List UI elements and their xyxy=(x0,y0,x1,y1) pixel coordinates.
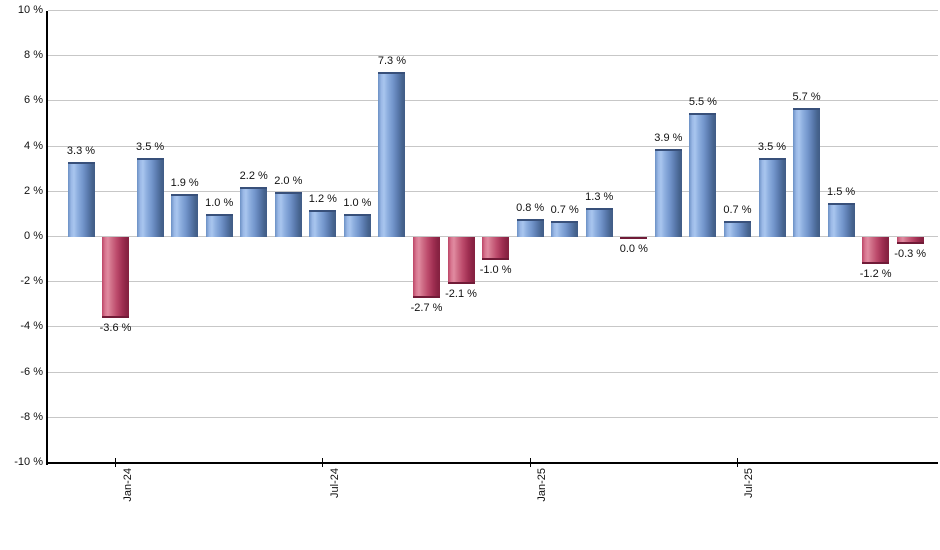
bar-value-label: 1.0 % xyxy=(343,197,372,209)
bar-positive xyxy=(723,221,751,237)
bar-negative xyxy=(447,237,475,284)
bar-positive xyxy=(585,208,613,237)
bar-negative xyxy=(620,237,648,239)
gridline xyxy=(48,10,938,11)
bar-value-label: 2.2 % xyxy=(239,170,268,182)
bar-positive xyxy=(343,214,371,237)
x-axis-label: Jul-25 xyxy=(743,468,756,498)
x-axis-tick xyxy=(115,458,117,467)
y-axis-label: 8 % xyxy=(24,49,43,62)
bar-value-label: 7.3 % xyxy=(377,55,407,67)
y-axis xyxy=(46,10,48,465)
y-axis-label: -10 % xyxy=(14,456,43,468)
bar-positive xyxy=(67,162,95,237)
bar-positive xyxy=(827,203,855,237)
bar-value-label: 1.3 % xyxy=(585,191,614,203)
bar-value-label: 2.0 % xyxy=(274,175,303,187)
bar-value-label: 0.8 % xyxy=(516,202,545,214)
x-axis-tick xyxy=(322,458,324,467)
y-axis-label: 2 % xyxy=(24,184,43,197)
bar-value-label: -1.2 % xyxy=(859,268,892,280)
gridline xyxy=(48,145,938,147)
bar-positive xyxy=(205,214,233,237)
bar-value-label: -1.0 % xyxy=(479,264,512,276)
bar-value-label: 5.7 % xyxy=(792,91,821,103)
bar-value-label: -0.3 % xyxy=(894,248,927,260)
gridline xyxy=(48,190,938,192)
bar-positive xyxy=(551,221,579,237)
bar-negative xyxy=(413,237,440,298)
bar-negative xyxy=(896,237,924,244)
bar-value-label: 0.7 % xyxy=(550,204,579,216)
bar-value-label: 0.7 % xyxy=(723,204,752,216)
bar-value-label: -2.1 % xyxy=(445,288,477,300)
bar-value-label: 1.5 % xyxy=(827,186,856,198)
x-axis-label: Jan-25 xyxy=(536,468,549,502)
bar-positive xyxy=(171,194,199,237)
x-axis-label: Jul-24 xyxy=(328,468,341,498)
gridline xyxy=(48,326,938,328)
bar-positive xyxy=(378,72,406,237)
bar-value-label: 1.0 % xyxy=(205,197,234,209)
bar-negative xyxy=(102,237,130,318)
gridline xyxy=(48,236,938,237)
gridline xyxy=(48,416,938,418)
bar-value-label: 1.9 % xyxy=(170,177,199,189)
gridline xyxy=(48,281,938,283)
bar-value-label: 0.0 % xyxy=(619,243,648,255)
y-axis-label: -2 % xyxy=(20,275,43,288)
bar-positive xyxy=(793,108,821,237)
y-axis-label: -4 % xyxy=(20,320,43,333)
x-axis-label: Jan-24 xyxy=(121,468,134,502)
gridline xyxy=(48,371,938,373)
bar-negative xyxy=(482,237,510,260)
bar-positive xyxy=(689,113,717,237)
bar-positive xyxy=(654,149,682,237)
bar-value-label: 3.5 % xyxy=(757,141,787,153)
gridline xyxy=(48,55,938,57)
bar-value-label: -2.7 % xyxy=(410,302,443,314)
bar-value-label: 1.2 % xyxy=(308,193,337,205)
bar-value-label: -3.6 % xyxy=(99,322,132,334)
y-axis-label: 10 % xyxy=(17,4,43,16)
y-axis-label: 0 % xyxy=(24,230,43,242)
x-axis-tick xyxy=(529,458,531,467)
y-axis-label: 4 % xyxy=(24,139,43,152)
bar-positive xyxy=(274,192,302,237)
bar-value-label: 5.5 % xyxy=(688,96,717,108)
bar-positive xyxy=(516,219,544,237)
bar-value-label: 3.5 % xyxy=(136,141,165,153)
y-axis-label: -8 % xyxy=(20,410,43,423)
x-axis-tick xyxy=(736,458,738,467)
bar-positive xyxy=(136,158,164,237)
x-axis xyxy=(46,461,938,464)
bar-value-label: 3.3 % xyxy=(66,145,96,157)
bar-negative xyxy=(862,237,890,264)
bar-positive xyxy=(758,158,786,237)
y-axis-label: 6 % xyxy=(24,94,43,107)
bar-value-label: 3.9 % xyxy=(654,132,683,144)
bar-positive xyxy=(240,187,268,237)
gridline xyxy=(48,100,938,102)
y-axis-label: -6 % xyxy=(20,365,43,378)
bar-positive xyxy=(309,210,337,237)
